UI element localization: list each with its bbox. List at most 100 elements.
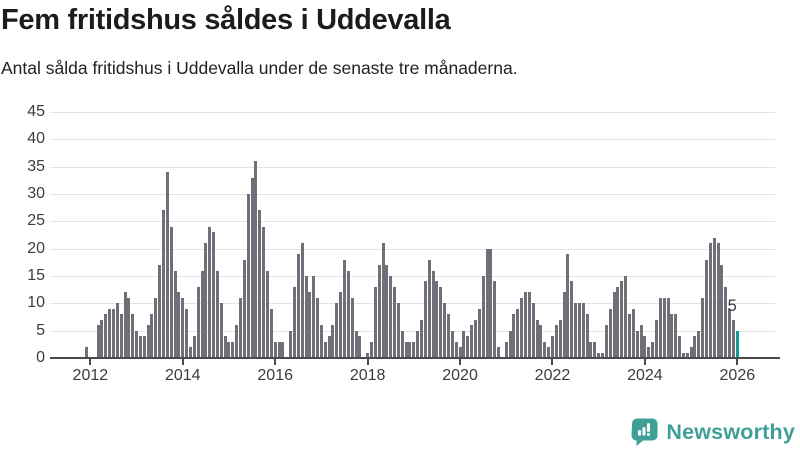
y-axis-label: 40 <box>27 130 45 148</box>
bar <box>185 308 189 358</box>
bar <box>705 259 708 358</box>
bar <box>169 226 173 358</box>
bar <box>531 303 535 358</box>
bar <box>674 314 678 358</box>
x-axis-tick <box>643 359 646 365</box>
bar <box>154 297 158 358</box>
bar <box>570 281 574 358</box>
bar <box>396 303 400 358</box>
bar <box>516 308 520 358</box>
bar <box>420 319 424 358</box>
x-axis-tick <box>366 359 369 365</box>
bar <box>489 248 493 358</box>
bar <box>450 330 454 358</box>
bar <box>462 330 466 358</box>
bar <box>574 303 578 358</box>
bar <box>597 352 601 358</box>
bar <box>138 336 142 358</box>
bar <box>250 177 254 358</box>
bar <box>393 286 397 358</box>
bar <box>331 325 335 358</box>
y-axis-label: 35 <box>27 157 45 175</box>
bar <box>85 347 88 358</box>
chart-plot: 0 5 10 15 20 25 30 35 40 45 2012 2014 2016 2018 2020 20… <box>0 100 800 400</box>
x-axis-label: 2012 <box>72 367 109 384</box>
x-axis-label: 2026 <box>719 367 756 384</box>
y-axis-label: 5 <box>36 321 45 339</box>
bar <box>327 336 331 358</box>
grid-line <box>50 166 775 168</box>
bar <box>466 336 470 358</box>
bar <box>678 336 682 358</box>
bar <box>412 341 416 358</box>
bar <box>385 265 389 358</box>
bar <box>577 303 581 358</box>
bar <box>208 226 212 358</box>
x-axis-label: 2020 <box>442 367 478 384</box>
grid-line <box>50 112 775 113</box>
bar <box>319 325 323 358</box>
bar <box>535 319 539 358</box>
bar <box>266 270 269 358</box>
y-axis-label: 0 <box>36 349 45 366</box>
bar <box>104 314 108 358</box>
bar <box>604 325 608 358</box>
bar <box>477 308 481 358</box>
bar <box>443 303 447 358</box>
bar <box>215 270 219 358</box>
bar <box>389 276 393 358</box>
bar <box>697 330 701 358</box>
bar <box>377 265 381 358</box>
bar <box>239 297 243 358</box>
bar <box>608 308 612 358</box>
bar <box>100 319 104 358</box>
bar <box>165 172 169 358</box>
bar <box>304 276 308 358</box>
bar <box>146 325 150 358</box>
newsworthy-wordmark: Newsworthy <box>666 419 795 444</box>
bar <box>373 286 377 358</box>
bar <box>631 308 635 358</box>
bar <box>493 281 497 358</box>
bar <box>508 330 512 358</box>
newsworthy-logo[interactable]: Newsworthy <box>631 417 795 447</box>
bar <box>547 347 551 358</box>
chart-title: Fem fritidshus såldes i Uddevalla <box>1 4 451 36</box>
bar <box>581 303 585 358</box>
bar <box>543 341 547 358</box>
bar <box>408 341 412 358</box>
bar <box>708 243 712 358</box>
bar <box>524 292 527 358</box>
bar <box>127 297 131 358</box>
bar <box>158 265 162 358</box>
bar <box>135 330 139 358</box>
bar <box>335 303 339 358</box>
x-axis-line <box>50 357 780 359</box>
bar <box>200 270 204 358</box>
bar <box>654 319 658 358</box>
bar <box>616 286 620 358</box>
x-axis-tick <box>459 359 462 365</box>
bar <box>323 341 327 358</box>
bar <box>681 352 685 358</box>
bar <box>423 281 427 358</box>
bar <box>296 254 300 358</box>
bar <box>458 347 462 358</box>
grid-line <box>50 276 775 277</box>
bar <box>227 341 231 358</box>
bar <box>354 330 358 358</box>
x-axis-tick <box>736 359 739 365</box>
bar <box>269 308 273 358</box>
bar <box>350 297 354 358</box>
newsworthy-chart-bubble-icon <box>631 418 658 446</box>
bar <box>454 341 458 358</box>
bar <box>358 336 362 358</box>
bar <box>196 286 200 358</box>
bar <box>312 276 316 358</box>
bar <box>539 325 543 358</box>
bar <box>192 336 196 358</box>
bar <box>277 341 281 358</box>
bar <box>162 210 166 358</box>
bar <box>585 314 589 358</box>
